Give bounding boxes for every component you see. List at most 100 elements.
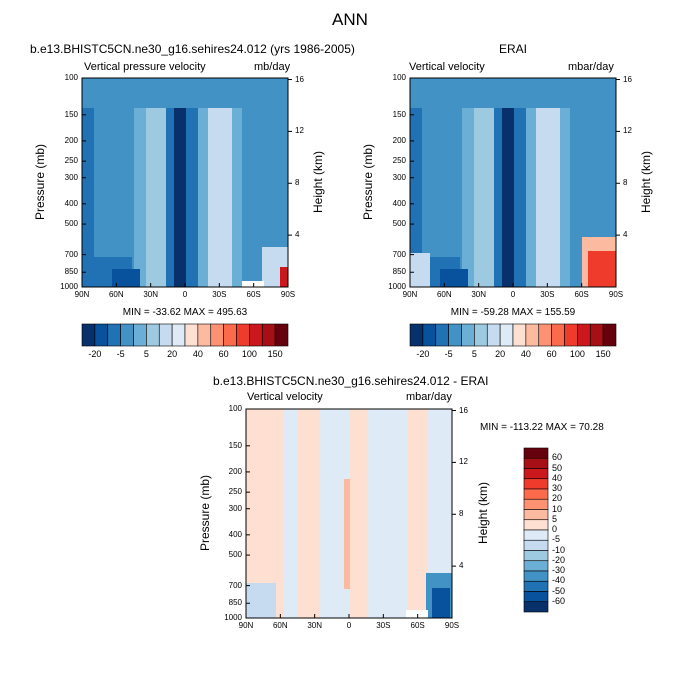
colorbar-swatch — [577, 323, 591, 347]
y-tick-label: 100 — [228, 404, 242, 413]
x-tick-label: 90S — [280, 290, 296, 299]
field-band — [526, 108, 536, 287]
field-band — [344, 479, 350, 589]
y-tick-label: 1000 — [60, 282, 78, 291]
colorbar-swatch — [409, 323, 424, 347]
colorbar-label: 40 — [192, 349, 203, 359]
panel-title-right: ERAI — [498, 42, 527, 56]
field-band — [280, 267, 288, 287]
colorbar-swatch — [523, 570, 549, 582]
field-band — [82, 108, 94, 287]
y-tick-label: 300 — [228, 503, 242, 513]
colorbar-label: 20 — [552, 493, 563, 504]
colorbar-label: 0 — [552, 524, 558, 534]
field-band — [462, 108, 474, 287]
y-tick-label: 250 — [64, 156, 78, 166]
colorbar-swatch — [107, 323, 121, 347]
y2-axis-label-diff: Height (km) — [476, 482, 490, 545]
colorbar-label: 60 — [546, 349, 557, 359]
field-band — [232, 108, 242, 287]
y-tick-label: 300 — [392, 172, 406, 182]
field-band — [410, 108, 422, 287]
colorbar-swatch — [448, 323, 462, 347]
y-tick-label: 500 — [392, 219, 406, 229]
field-band — [298, 409, 320, 618]
panel-left-label: Vertical velocity — [247, 391, 323, 403]
colorbar-right — [409, 323, 617, 347]
colorbar-label: 150 — [267, 349, 283, 359]
y-tick-label: 100 — [392, 73, 406, 82]
colorbar-swatch — [236, 323, 250, 347]
y2-tick-label: 8 — [459, 509, 464, 519]
field-band — [474, 108, 494, 287]
y-tick-label: 400 — [64, 198, 78, 208]
field-band — [536, 108, 560, 287]
colorbar-swatch — [523, 488, 549, 500]
panel-right-label: mbar/day — [568, 61, 614, 73]
colorbar-swatch — [589, 323, 604, 347]
field-band — [560, 108, 570, 287]
colorbar-label: -5 — [552, 534, 561, 545]
y-tick-label: 1000 — [224, 613, 242, 622]
y-tick-label: 500 — [64, 219, 78, 229]
x-tick-label: 30N — [143, 290, 158, 299]
field-band — [410, 253, 430, 287]
minmax-left: MIN = -33.62 MAX = 495.63 — [122, 307, 248, 318]
x-tick-label: 0 — [510, 290, 516, 299]
colorbar-label: -60 — [552, 595, 566, 606]
y-tick-label: 300 — [64, 172, 78, 182]
colorbar-swatch — [461, 323, 475, 347]
y-tick-label: 1000 — [388, 282, 406, 291]
minmax-diff: MIN = -113.22 MAX = 70.28 — [480, 422, 604, 433]
colorbar-label: 5 — [552, 513, 558, 524]
y2-tick-label: 16 — [295, 74, 304, 84]
colorbar-label: -5 — [444, 349, 453, 359]
y-tick-label: 200 — [228, 466, 242, 476]
field-band — [112, 269, 140, 287]
panel-right-label: mbar/day — [406, 391, 452, 403]
colorbar-swatch — [523, 529, 549, 541]
field-band — [368, 409, 408, 618]
colorbar-label: -5 — [116, 349, 125, 359]
x-tick-label: 30S — [212, 290, 227, 299]
field-band — [284, 409, 298, 618]
colorbar-swatch — [523, 468, 549, 480]
colorbar-swatch — [120, 323, 134, 347]
colorbar-swatch — [210, 323, 224, 347]
colorbar-label: 150 — [595, 349, 611, 359]
x-tick-label: 90S — [608, 290, 624, 299]
x-tick-label: 60S — [246, 290, 261, 299]
colorbar-swatch — [223, 323, 237, 347]
y2-axis-label-right: Height (km) — [639, 151, 653, 214]
colorbar-label: -20 — [552, 554, 566, 565]
colorbar-swatch — [523, 539, 549, 551]
y2-axis-label-left: Height (km) — [311, 151, 325, 214]
x-tick-label: 0 — [346, 621, 352, 630]
colorbar-swatch — [523, 519, 549, 531]
y-axis-label-left: Pressure (mb) — [33, 144, 47, 221]
y-tick-label: 850 — [392, 267, 406, 277]
y2-tick-label: 4 — [459, 561, 464, 571]
colorbar-label: 100 — [241, 349, 257, 359]
colorbar-swatch — [422, 323, 437, 347]
y2-tick-label: 12 — [459, 457, 468, 467]
y-tick-label: 200 — [392, 135, 406, 145]
colorbar-swatch — [146, 323, 160, 347]
y-tick-label: 150 — [392, 109, 406, 119]
heatmap-model — [81, 77, 292, 288]
minmax-right: MIN = -59.28 MAX = 155.59 — [450, 307, 576, 318]
x-tick-label: 30N — [307, 621, 322, 630]
y-tick-label: 250 — [228, 487, 242, 497]
colorbar-swatch — [523, 457, 549, 469]
y-tick-label: 700 — [64, 249, 78, 259]
y2-tick-label: 4 — [623, 230, 628, 240]
colorbar-swatch — [512, 323, 527, 347]
colorbar-label: 30 — [552, 483, 563, 493]
colorbar-swatch — [523, 478, 549, 490]
x-tick-label: 60S — [574, 290, 589, 299]
field-band — [514, 108, 526, 287]
colorbar-diff — [523, 447, 549, 613]
y-tick-label: 150 — [228, 440, 242, 450]
y2-tick-label: 8 — [623, 178, 628, 188]
colorbar-label: 60 — [552, 452, 563, 463]
